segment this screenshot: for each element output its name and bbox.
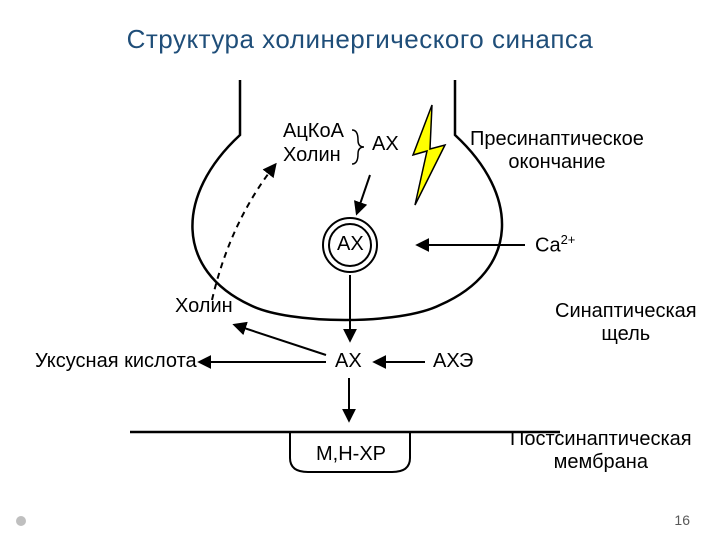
label-acetic-acid: Уксусная кислота xyxy=(35,350,197,373)
label-ca: Ca2+ xyxy=(535,232,575,258)
label-presynaptic: Пресинаптическое окончание xyxy=(470,128,644,174)
label-choline-precursor: Холин xyxy=(283,144,341,167)
label-ax-cleft: АХ xyxy=(335,350,362,373)
lightning-icon xyxy=(413,105,445,205)
arrow-ax-to-choline xyxy=(235,325,326,355)
arrow-choline-reuptake xyxy=(212,165,275,300)
page-number: 16 xyxy=(674,512,690,528)
bullet-icon xyxy=(16,516,26,526)
label-synaptic-cleft: Синаптическая щель xyxy=(555,300,697,346)
brace-icon xyxy=(352,130,364,164)
label-ackoa: АцКоА xyxy=(283,120,344,143)
label-receptor: М,Н-ХР xyxy=(316,443,386,466)
label-choline-cleft: Холин xyxy=(175,295,233,318)
label-ax-vesicle: АХ xyxy=(337,233,364,256)
slide: Структура холинергического синапса xyxy=(0,0,720,540)
arrow-synthesis-to-vesicle xyxy=(357,175,370,213)
label-axe: АХЭ xyxy=(433,350,473,373)
presynaptic-terminal xyxy=(192,80,502,320)
label-ax-synthesis: АХ xyxy=(372,133,399,156)
label-postsynaptic: Постсинаптическая мембрана xyxy=(510,428,692,474)
